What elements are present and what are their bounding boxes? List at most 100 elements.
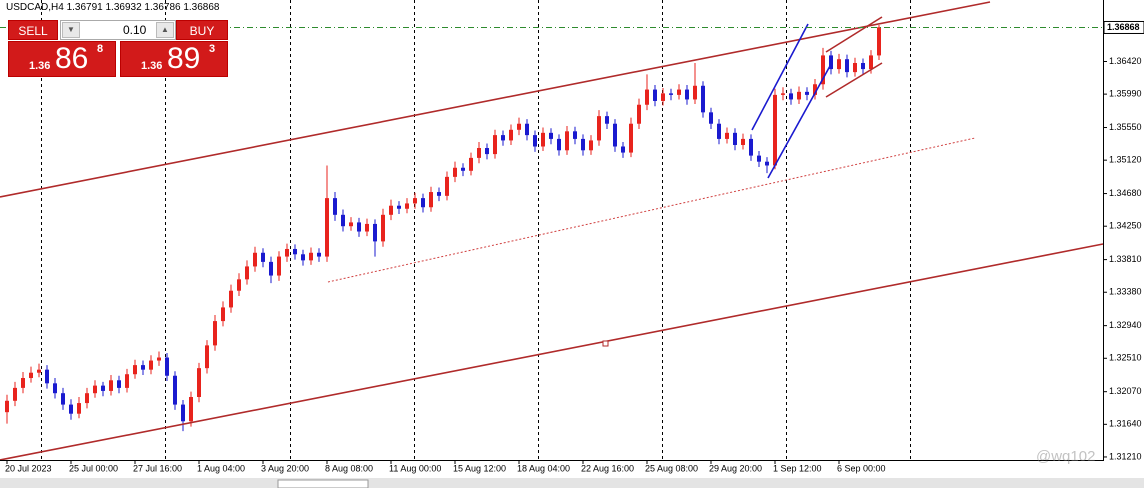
lot-up[interactable]: ▲ [156, 22, 174, 38]
sell-price-fraction: 8 [97, 43, 104, 55]
candle-body [581, 138, 585, 151]
candle-body [157, 357, 161, 361]
candle-body [205, 345, 209, 369]
y-tick-label: 1.32940 [1109, 320, 1142, 330]
candle-body [405, 203, 409, 209]
candle-body [333, 198, 337, 215]
x-tick-label: 25 Aug 08:00 [645, 463, 698, 473]
x-tick-label: 11 Aug 00:00 [389, 463, 441, 473]
candle-body [349, 222, 353, 227]
x-tick-label: 8 Aug 08:00 [325, 463, 373, 473]
candle-body [285, 248, 289, 257]
y-tick-label: 1.33810 [1109, 254, 1142, 264]
candle-body [477, 148, 481, 158]
candle-body [845, 59, 849, 73]
candle-body [549, 132, 553, 139]
watermark: @wq102 [1036, 448, 1096, 465]
period-separators [41, 0, 911, 460]
candle-body [613, 123, 617, 147]
candle-body [53, 383, 57, 394]
candle-body [877, 27, 881, 56]
x-tick-label: 20 Jul 2023 [5, 463, 52, 473]
candle-body [253, 252, 257, 267]
candle-body [773, 94, 777, 166]
candle-body [69, 404, 73, 414]
candle-body [701, 85, 705, 113]
candle-body [117, 380, 121, 388]
candle-body [501, 135, 505, 141]
x-tick-label: 25 Jul 00:00 [69, 463, 118, 473]
candle-body [573, 131, 577, 139]
candle-body [645, 89, 649, 105]
y-tick-label: 1.32510 [1109, 353, 1142, 363]
candle-body [341, 214, 345, 227]
candle-body [469, 157, 473, 171]
candle-body [797, 91, 801, 100]
candle-body [517, 123, 521, 130]
candle-body [669, 93, 673, 95]
candle-body [493, 135, 497, 155]
candle-body [509, 129, 513, 141]
candle-body [173, 375, 177, 405]
buy-price[interactable]: 1.36 89 3 [120, 41, 228, 77]
candle-body [813, 84, 817, 95]
candle-body [821, 55, 825, 85]
candle-body [245, 266, 249, 280]
flag-pattern[interactable] [825, 16, 883, 98]
candle-body [557, 138, 561, 151]
buy-button[interactable]: BUY [176, 20, 228, 40]
lot-down[interactable]: ▼ [62, 22, 80, 38]
candle-body [629, 123, 633, 153]
buy-price-fraction: 3 [209, 43, 216, 55]
candle-body [149, 360, 153, 370]
impulse-lines[interactable] [751, 23, 831, 179]
lot-input[interactable]: ▼ 0.10 ▲ [60, 20, 176, 40]
chart-tab[interactable] [277, 479, 369, 488]
one-click-trading: SELL ▼ 0.10 ▲ BUY 1.36 86 8 1.36 89 3 [8, 20, 228, 77]
candle-body [453, 167, 457, 177]
tab-bar[interactable] [0, 478, 1144, 488]
candle-body [373, 223, 377, 242]
y-tick-label: 1.35120 [1109, 155, 1142, 165]
last-price-label: 1.36868 [1107, 22, 1140, 32]
x-tick-label: 27 Jul 16:00 [133, 463, 182, 473]
last-price-box [1103, 20, 1144, 34]
candle-body [277, 256, 281, 276]
candle-body [869, 55, 873, 70]
candle-body [589, 140, 593, 151]
candle-body [685, 89, 689, 100]
channel-midline[interactable] [327, 137, 976, 283]
x-tick-label: 15 Aug 12:00 [453, 463, 506, 473]
candle-body [717, 123, 721, 139]
x-tick-label: 22 Aug 16:00 [581, 463, 634, 473]
candle-body [637, 104, 641, 124]
candle-body [661, 93, 665, 101]
candle-body [853, 63, 857, 73]
y-tick-label: 1.33380 [1109, 287, 1142, 297]
candle-body [597, 116, 601, 141]
candle-body [365, 223, 369, 232]
y-tick-label: 1.31640 [1109, 419, 1142, 429]
sell-button[interactable]: SELL [8, 20, 58, 40]
candle-body [61, 393, 65, 405]
candle-body [269, 261, 273, 276]
sell-price[interactable]: 1.36 86 8 [8, 41, 116, 77]
candle-body [101, 385, 105, 391]
candle-body [189, 396, 193, 422]
lot-value[interactable]: 0.10 [123, 23, 147, 37]
y-tick-label: 1.36420 [1109, 56, 1142, 66]
candle-body [525, 123, 529, 136]
candle-body [325, 198, 329, 257]
candle-body [413, 198, 417, 204]
candle-body [301, 254, 305, 261]
y-tick-label: 1.34250 [1109, 221, 1142, 231]
chart-header: USDCAD,H4 1.36791 1.36932 1.36786 1.3686… [6, 2, 220, 13]
trend-channel[interactable] [0, 1, 1104, 461]
candle-body [485, 148, 489, 155]
candle-body [181, 404, 185, 422]
candle-body [45, 369, 49, 384]
candle-body [733, 132, 737, 145]
buy-price-prefix: 1.36 [141, 60, 163, 72]
sell-price-pips: 86 [55, 42, 89, 75]
